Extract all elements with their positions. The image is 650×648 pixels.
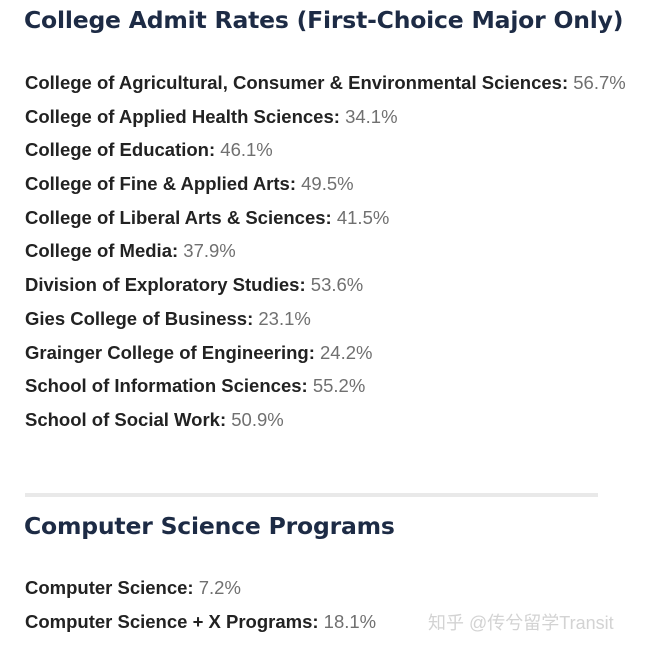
admit-rate: 37.9% [183,240,236,262]
admit-rate: 24.2% [320,341,373,363]
admit-rate: 46.1% [220,139,273,161]
college-name: School of Information Sciences: [25,375,308,397]
section-title-college-admit-rates: College Admit Rates (First-Choice Major … [24,6,624,34]
list-item: School of Information Sciences: 55.2% [25,369,626,403]
list-item: Computer Science + X Programs: 18.1% [25,605,376,639]
college-admit-rates-list: College of Agricultural, Consumer & Envi… [25,66,626,437]
list-item: College of Media: 37.9% [25,234,626,268]
program-name: Computer Science + X Programs: [25,610,319,632]
college-name: College of Fine & Applied Arts: [25,173,296,195]
section-divider [25,493,598,497]
list-item: College of Fine & Applied Arts: 49.5% [25,167,626,201]
admit-rate: 23.1% [258,307,311,329]
college-name: Division of Exploratory Studies: [25,274,306,296]
list-item: College of Liberal Arts & Sciences: 41.5… [25,201,626,235]
admit-rate: 41.5% [336,206,390,228]
college-name: College of Education: [25,139,216,161]
admit-rate: 53.6% [310,274,364,296]
watermark: 知乎 @传兮留学Transit [428,613,614,633]
list-item: Division of Exploratory Studies: 53.6% [25,268,626,302]
program-name: Computer Science: [25,577,194,598]
admit-rate: 7.2% [198,577,241,598]
college-name: College of Media: [25,240,179,262]
college-name: College of Agricultural, Consumer & Envi… [25,72,569,93]
admit-rate: 55.2% [312,375,366,397]
list-item: College of Agricultural, Consumer & Envi… [25,66,626,100]
admit-rate: 34.1% [345,105,398,127]
list-item: Computer Science: 7.2% [25,571,376,605]
college-name: Grainger College of Engineering: [25,341,315,363]
college-name: School of Social Work: [25,408,227,430]
list-item: Grainger College of Engineering: 24.2% [25,336,626,370]
college-name: College of Liberal Arts & Sciences: [25,206,332,228]
admit-rate: 49.5% [301,173,354,195]
list-item: Gies College of Business: 23.1% [25,302,626,336]
admit-rate: 50.9% [231,408,284,430]
list-item: School of Social Work: 50.9% [25,403,626,437]
college-name: College of Applied Health Sciences: [25,105,340,127]
admit-rate: 18.1% [323,610,377,632]
admit-rate: 56.7% [573,72,626,93]
college-name: Gies College of Business: [25,307,254,329]
list-item: College of Applied Health Sciences: 34.1… [25,100,626,134]
section-title-computer-science-programs: Computer Science Programs [24,512,395,540]
computer-science-programs-list: Computer Science: 7.2% Computer Science … [25,571,376,638]
list-item: College of Education: 46.1% [25,133,626,167]
